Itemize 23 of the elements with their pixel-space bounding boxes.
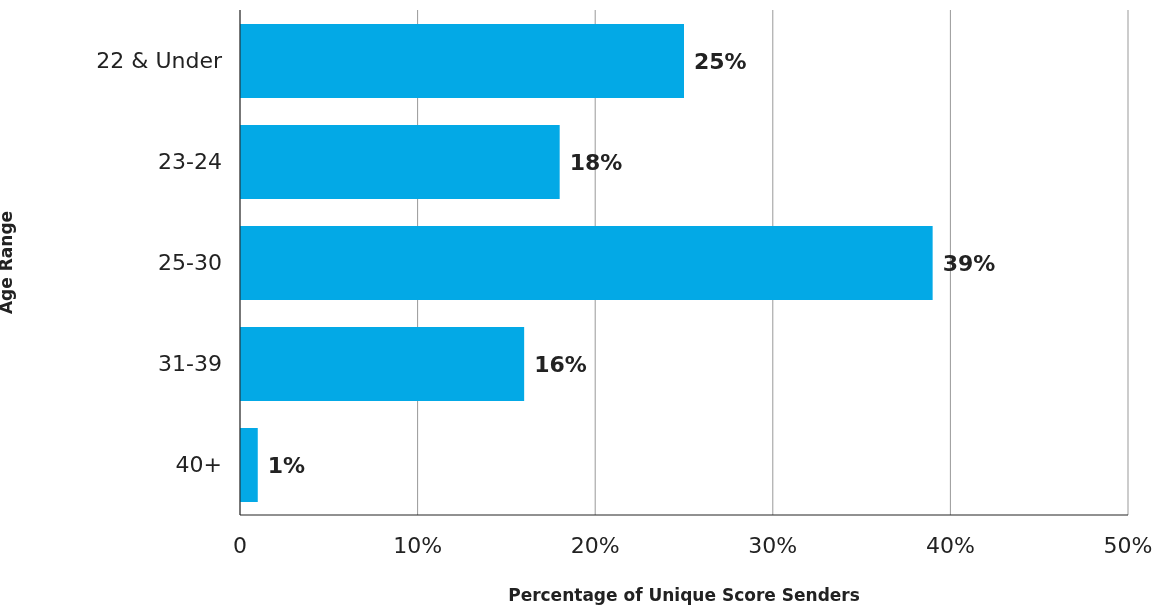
- y-tick-label: 22 & Under: [96, 48, 223, 74]
- data-label: 16%: [534, 351, 587, 377]
- x-tick-label: 30%: [748, 532, 798, 558]
- data-label: 25%: [694, 48, 747, 74]
- bar: [240, 125, 560, 199]
- data-label: 1%: [267, 452, 306, 478]
- data-label: 39%: [942, 250, 996, 276]
- x-tick-label: 20%: [570, 532, 620, 558]
- bar: [240, 428, 258, 502]
- y-tick-label: 25-30: [158, 250, 222, 276]
- x-tick-label: 50%: [1103, 532, 1153, 558]
- y-axis-title: Age Range: [0, 210, 17, 315]
- y-tick-label: 23-24: [158, 149, 222, 175]
- bar: [240, 327, 525, 401]
- y-tick-label: 31-39: [158, 351, 222, 377]
- x-tick-label: 10%: [393, 532, 443, 558]
- x-tick-label: 40%: [925, 532, 975, 558]
- bar: [240, 226, 933, 300]
- bar: [240, 24, 684, 98]
- data-label: 18%: [569, 149, 623, 175]
- y-tick-label: 40+: [175, 452, 222, 478]
- x-axis-title: Percentage of Unique Score Senders: [508, 585, 860, 605]
- x-tick-label: 0: [233, 532, 247, 558]
